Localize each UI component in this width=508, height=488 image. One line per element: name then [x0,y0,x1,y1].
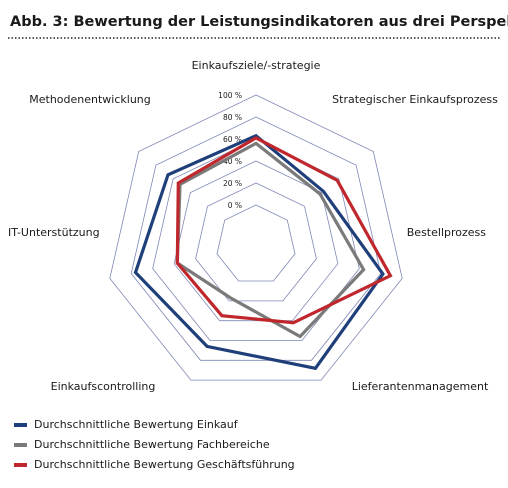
category-label: Methodenentwicklung [29,93,151,106]
series-line [175,136,393,325]
tick-label: 0 % [228,201,242,210]
tick-label: 40 % [223,157,242,166]
tick-label: 20 % [223,179,242,188]
legend-label: Durchschnittliche Bewertung Einkauf [34,418,239,431]
category-label: IT-Unterstützung [8,226,100,239]
grid-ring [109,94,403,381]
series-line [175,141,366,339]
grid-ring [130,116,382,361]
tick-label: 80 % [223,113,242,122]
grid-ring [216,204,296,282]
category-label: Bestellprozess [407,226,487,239]
category-label: Lieferantenmanagement [352,380,489,393]
category-label: Einkaufscontrolling [51,380,156,393]
category-label: Strategischer Einkaufsprozess [332,93,498,106]
chart-title: Abb. 3: Bewertung der Leistungsindikator… [10,14,508,30]
category-label: Einkaufsziele/-strategie [192,59,321,72]
legend-label: Durchschnittliche Bewertung Geschäftsfüh… [34,458,295,471]
tick-label: 100 % [218,91,242,100]
tick-label: 60 % [223,135,242,144]
grid-ring [152,138,360,341]
series-line [133,133,385,371]
legend-label: Durchschnittliche Bewertung Fachbereiche [34,438,270,451]
grid-ring [195,182,317,302]
